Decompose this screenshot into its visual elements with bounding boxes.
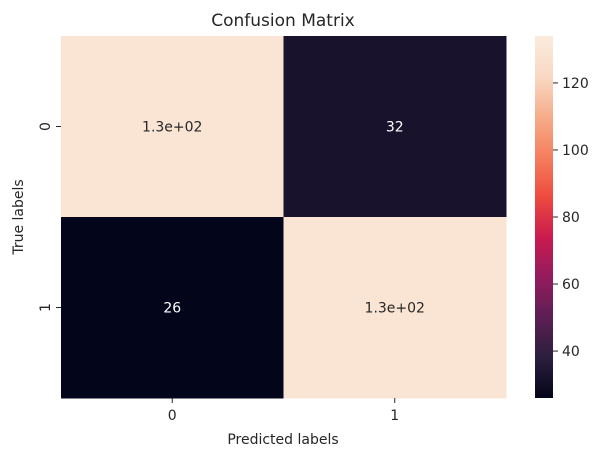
cell-label-0-0: 1.3e+02 <box>142 120 202 136</box>
x-axis-label: Predicted labels <box>227 432 338 448</box>
y-tick-label: 1 <box>38 303 54 312</box>
chart-title: Confusion Matrix <box>211 11 355 31</box>
colorbar-tick-label: 120 <box>562 76 589 92</box>
cell-label-1-0: 26 <box>163 301 181 317</box>
cell-label-0-1: 32 <box>386 120 404 136</box>
heatmap-cell-1-0 <box>61 217 284 399</box>
y-tick-label: 0 <box>38 122 54 131</box>
heatmap-cell-1-1 <box>283 217 507 399</box>
colorbar-tick-label: 80 <box>562 210 580 226</box>
y-axis: 01 <box>38 122 61 312</box>
x-tick-label: 0 <box>168 408 177 424</box>
heatmap-cell-0-0 <box>61 36 284 218</box>
colorbar-ticks: 40 60 80 100 120 <box>553 76 589 360</box>
x-tick-label: 1 <box>390 408 399 424</box>
cell-label-1-1: 1.3e+02 <box>365 301 425 317</box>
y-axis-label: True labels <box>11 179 27 255</box>
colorbar-tick-label: 60 <box>562 277 580 293</box>
heatmap-cells <box>61 36 507 399</box>
heatmap-cell-labels: 1.3e+02 32 26 1.3e+02 <box>142 120 425 317</box>
heatmap-cell-0-1 <box>283 36 507 218</box>
colorbar <box>535 36 553 398</box>
colorbar-tick-label: 100 <box>562 143 589 159</box>
colorbar-tick-label: 40 <box>562 344 580 360</box>
